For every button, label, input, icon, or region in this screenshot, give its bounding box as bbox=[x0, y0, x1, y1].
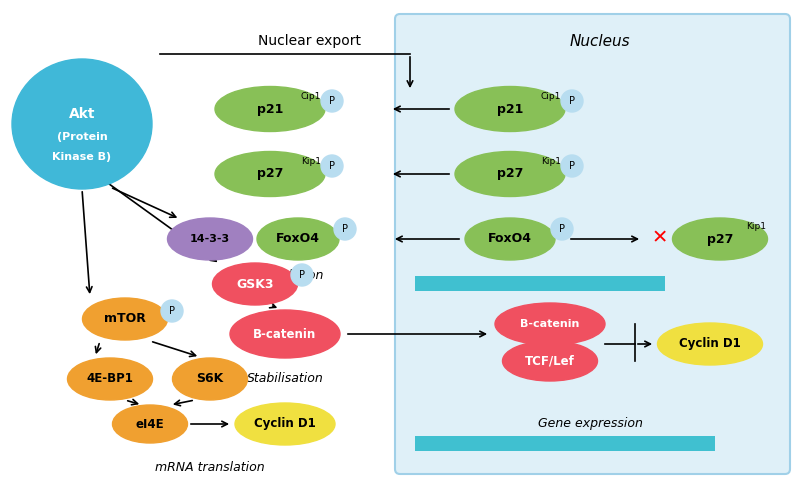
Text: Nuclear export: Nuclear export bbox=[258, 34, 362, 48]
Text: TCF/Lef: TCF/Lef bbox=[525, 354, 575, 367]
Text: Cyclin D1: Cyclin D1 bbox=[679, 338, 741, 351]
Text: ✕: ✕ bbox=[652, 228, 668, 248]
Text: 14-3-3: 14-3-3 bbox=[190, 234, 230, 244]
Ellipse shape bbox=[551, 218, 573, 240]
Text: p27: p27 bbox=[257, 168, 283, 181]
Text: Cip1: Cip1 bbox=[301, 92, 321, 101]
Text: 4E-BP1: 4E-BP1 bbox=[86, 373, 134, 386]
Text: (Protein: (Protein bbox=[57, 132, 107, 142]
Text: S6K: S6K bbox=[196, 373, 224, 386]
Ellipse shape bbox=[561, 90, 583, 112]
Text: P: P bbox=[169, 306, 175, 316]
Text: Stabilisation: Stabilisation bbox=[246, 372, 323, 385]
Ellipse shape bbox=[173, 358, 247, 400]
Text: P: P bbox=[569, 161, 575, 171]
Text: P: P bbox=[329, 161, 335, 171]
Ellipse shape bbox=[67, 358, 153, 400]
Ellipse shape bbox=[215, 151, 325, 196]
Text: mRNA translation: mRNA translation bbox=[155, 461, 265, 474]
Ellipse shape bbox=[321, 90, 343, 112]
Text: p27: p27 bbox=[707, 232, 733, 246]
Text: Degradation: Degradation bbox=[246, 269, 324, 282]
Text: Gene expression: Gene expression bbox=[538, 418, 642, 431]
Ellipse shape bbox=[465, 218, 555, 260]
FancyBboxPatch shape bbox=[395, 14, 790, 474]
Text: P: P bbox=[329, 96, 335, 106]
Text: Kip1: Kip1 bbox=[541, 157, 561, 166]
Ellipse shape bbox=[230, 310, 340, 358]
Text: P: P bbox=[559, 224, 565, 234]
Ellipse shape bbox=[455, 151, 565, 196]
Ellipse shape bbox=[495, 303, 605, 345]
Text: FoxO4: FoxO4 bbox=[488, 232, 532, 246]
Ellipse shape bbox=[113, 405, 187, 443]
Ellipse shape bbox=[673, 218, 767, 260]
Ellipse shape bbox=[561, 155, 583, 177]
Ellipse shape bbox=[167, 218, 253, 260]
Text: Kip1: Kip1 bbox=[301, 157, 321, 166]
Text: mTOR: mTOR bbox=[104, 312, 146, 326]
Text: Kip1: Kip1 bbox=[746, 222, 766, 231]
Ellipse shape bbox=[291, 264, 313, 286]
Ellipse shape bbox=[161, 300, 183, 322]
Text: Kinase B): Kinase B) bbox=[53, 152, 111, 162]
Ellipse shape bbox=[257, 218, 339, 260]
FancyBboxPatch shape bbox=[415, 276, 665, 291]
Text: P: P bbox=[342, 224, 348, 234]
Ellipse shape bbox=[215, 87, 325, 132]
Ellipse shape bbox=[82, 298, 167, 340]
Ellipse shape bbox=[334, 218, 356, 240]
Text: B-catenin: B-catenin bbox=[520, 319, 580, 329]
Text: Cip1: Cip1 bbox=[541, 92, 561, 101]
Ellipse shape bbox=[235, 403, 335, 445]
Ellipse shape bbox=[658, 323, 762, 365]
Text: P: P bbox=[299, 270, 305, 280]
Ellipse shape bbox=[455, 87, 565, 132]
Text: P: P bbox=[569, 96, 575, 106]
Ellipse shape bbox=[321, 155, 343, 177]
Text: p21: p21 bbox=[257, 103, 283, 115]
Ellipse shape bbox=[502, 341, 598, 381]
Text: eI4E: eI4E bbox=[136, 418, 164, 431]
Ellipse shape bbox=[12, 59, 152, 189]
Text: FoxO4: FoxO4 bbox=[276, 232, 320, 246]
Text: Cyclin D1: Cyclin D1 bbox=[254, 418, 316, 431]
Text: Akt: Akt bbox=[69, 107, 95, 121]
FancyBboxPatch shape bbox=[415, 436, 715, 451]
Text: p27: p27 bbox=[497, 168, 523, 181]
Text: B-catenin: B-catenin bbox=[254, 328, 317, 341]
Text: Nucleus: Nucleus bbox=[570, 34, 630, 49]
Text: GSK3: GSK3 bbox=[236, 277, 274, 290]
Ellipse shape bbox=[213, 263, 298, 305]
Text: p21: p21 bbox=[497, 103, 523, 115]
